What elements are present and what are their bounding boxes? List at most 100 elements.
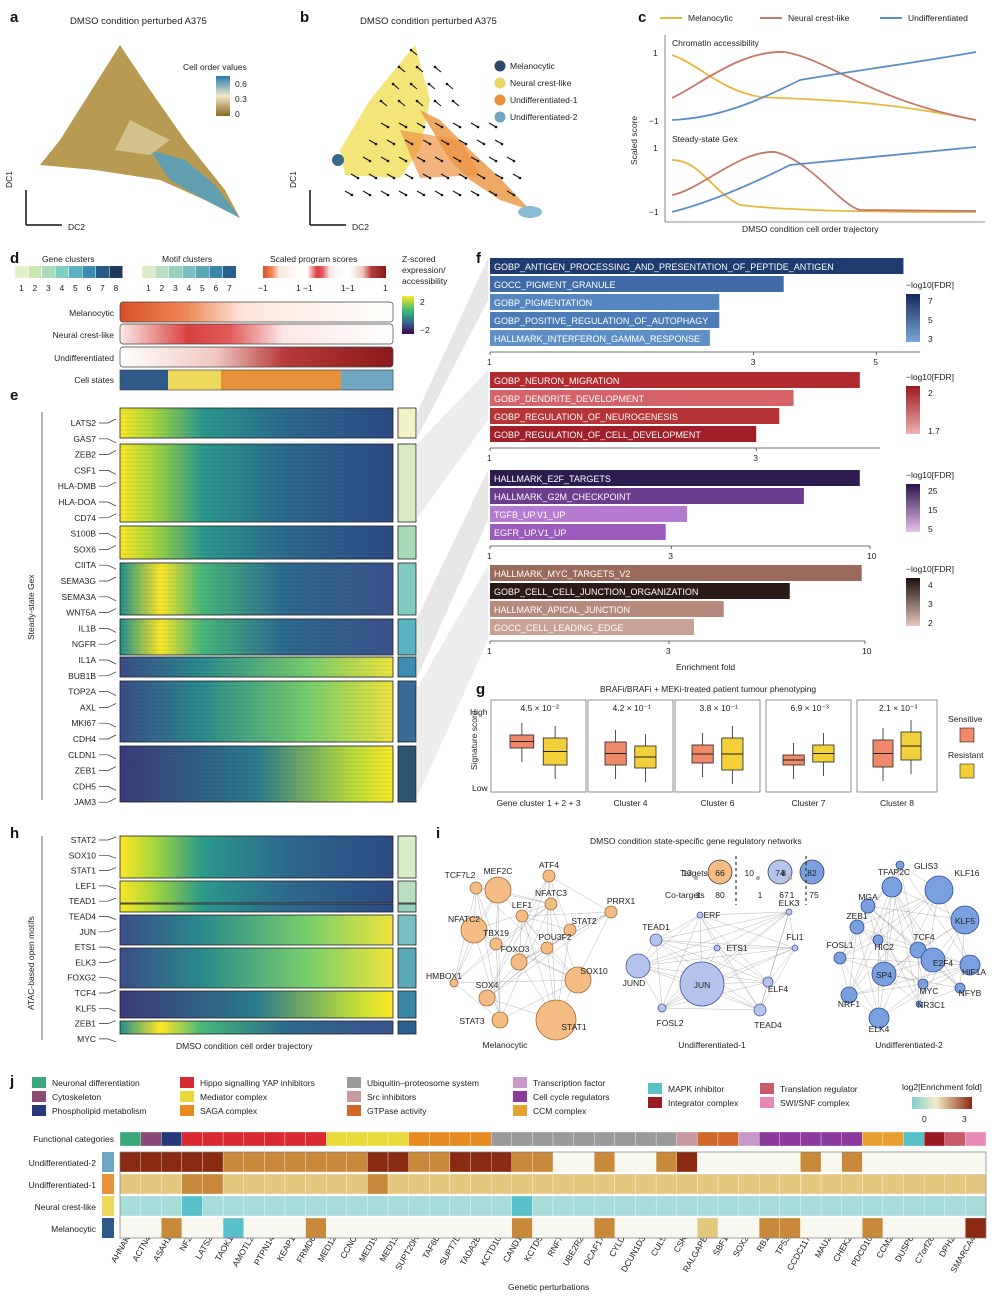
panel-g-legend-swatch bbox=[959, 763, 975, 779]
network-edge bbox=[473, 929, 501, 1021]
network-edge bbox=[856, 926, 880, 1019]
velocity-arrow bbox=[506, 156, 515, 162]
functional-category-cell bbox=[532, 1131, 554, 1147]
network-edge bbox=[475, 887, 579, 981]
velocity-arrow bbox=[494, 173, 503, 179]
network-node-label: MYC bbox=[920, 986, 939, 996]
velocity-arrow bbox=[452, 156, 461, 162]
motif-cluster-num: 7 bbox=[227, 283, 232, 293]
velocity-arrow bbox=[362, 190, 371, 196]
network-edge bbox=[486, 915, 523, 999]
category-legend-label: Cell cycle regulators bbox=[533, 1092, 610, 1102]
heatmap-cell bbox=[284, 1173, 306, 1195]
gene-label-connector bbox=[99, 671, 117, 677]
heatmap-cell bbox=[820, 1195, 842, 1217]
velocity-arrow bbox=[458, 173, 467, 179]
functional-category-cell bbox=[449, 1131, 471, 1147]
gene-label-connector bbox=[99, 608, 117, 613]
category-legend-swatch bbox=[513, 1105, 527, 1116]
functional-category-cell bbox=[346, 1131, 368, 1147]
network-edge bbox=[867, 905, 919, 951]
heatmap-cell bbox=[367, 1195, 389, 1217]
panel-c-xlabel: DMSO condition cell order trajectory bbox=[742, 224, 879, 234]
velocity-arrow-head bbox=[404, 125, 408, 129]
bar-axis-tick-label: 1 bbox=[487, 551, 492, 561]
gene-label-connector bbox=[99, 576, 117, 582]
motif-label: TEAD4 bbox=[69, 912, 97, 922]
network-node-label: TEAD1 bbox=[642, 922, 670, 932]
gene-label: CLDN1 bbox=[68, 750, 96, 760]
heatmap-block-gene-cluster bbox=[119, 680, 394, 743]
velocity-arrow-head bbox=[494, 159, 498, 163]
heatmap-cell bbox=[923, 1195, 945, 1217]
network-edge bbox=[475, 887, 497, 945]
velocity-arrow bbox=[488, 156, 497, 162]
heatmap-block-gene-cluster bbox=[119, 562, 394, 616]
functional-category-cell bbox=[573, 1131, 595, 1147]
bar-gocc_pigment_granule bbox=[490, 276, 784, 292]
network-edge bbox=[486, 911, 612, 999]
velocity-arrow bbox=[494, 139, 503, 145]
bar-gobp_antigen_processing_and_presentation_of_peptide_antigen bbox=[490, 258, 904, 274]
functional-category-cell bbox=[882, 1131, 904, 1147]
heatmap-cluster-label-box bbox=[397, 618, 417, 656]
targets-count: 82 bbox=[807, 868, 817, 878]
bar-label: GOBP_REGULATION_OF_NEUROGENESIS bbox=[494, 412, 678, 422]
network-node bbox=[954, 982, 966, 994]
heatmap-cell bbox=[305, 1217, 327, 1239]
panel-a-cb-tick-1: 0.3 bbox=[235, 94, 247, 104]
panel-a-colorbar bbox=[216, 76, 230, 116]
motif-cluster-num: 5 bbox=[200, 283, 205, 293]
velocity-arrow bbox=[416, 66, 424, 73]
velocity-arrow bbox=[344, 190, 353, 196]
gene-cluster-num: 8 bbox=[114, 283, 119, 293]
network-node bbox=[871, 961, 897, 987]
network-node bbox=[535, 999, 577, 1041]
network-edge bbox=[699, 914, 796, 949]
motif-label-connector bbox=[99, 989, 117, 994]
heatmap-cell bbox=[284, 1218, 306, 1238]
velocity-arrow-head bbox=[410, 142, 414, 146]
heatmap-cell bbox=[903, 1152, 925, 1172]
network-edge bbox=[546, 911, 612, 949]
network-edge bbox=[877, 939, 924, 985]
bar-label: GOBP_REGULATION_OF_CELL_DEVELOPMENT bbox=[494, 430, 701, 440]
gene-cluster-num: 2 bbox=[33, 283, 38, 293]
bar-gobp_neuron_migration bbox=[490, 372, 860, 388]
velocity-arrow bbox=[404, 173, 413, 179]
velocity-arrow bbox=[440, 139, 449, 145]
heatmap-cell bbox=[388, 1218, 409, 1238]
gene-label-connector bbox=[99, 596, 117, 602]
network-edge bbox=[867, 905, 966, 921]
panel-d-row-1: Neural crest-like bbox=[53, 330, 115, 340]
panel-a-colorbar-title: Cell order values bbox=[183, 62, 247, 72]
panel-d-scaled-title: Scaled program scores bbox=[270, 254, 357, 264]
heatmap-cluster-label-box bbox=[397, 914, 417, 946]
gene-label: CD74 bbox=[74, 513, 96, 523]
heatmap-cell bbox=[614, 1218, 636, 1238]
heatmap-cell bbox=[449, 1173, 471, 1195]
velocity-arrow bbox=[380, 190, 389, 196]
heatmap-block-motif-cluster bbox=[119, 914, 394, 946]
fdr-legend-title: −log10[FDR] bbox=[906, 280, 954, 290]
velocity-arrow-head bbox=[427, 82, 431, 86]
panel-b-legend-label: Neural crest-like bbox=[510, 78, 572, 88]
motif-label-connector bbox=[99, 897, 117, 902]
velocity-arrow-head bbox=[386, 159, 390, 163]
network-edge bbox=[891, 886, 919, 951]
heatmap-cell bbox=[573, 1195, 595, 1217]
gene-cluster-swatch bbox=[28, 266, 42, 278]
heatmap-cell bbox=[387, 1151, 409, 1173]
network-edge bbox=[891, 886, 934, 961]
network-node-label: SP4 bbox=[876, 970, 892, 980]
network-node-label: ELK4 bbox=[869, 1024, 890, 1034]
panel-h-ylabel: ATAC-based open motifs bbox=[26, 916, 36, 1010]
network-edge bbox=[839, 957, 971, 966]
velocity-arrow bbox=[398, 156, 407, 162]
category-legend-swatch bbox=[648, 1097, 662, 1108]
gene-label: JAM3 bbox=[74, 797, 96, 807]
network-node bbox=[542, 869, 556, 883]
bar-label: GOBP_NEURON_MIGRATION bbox=[494, 376, 619, 386]
fdr-legend-tick: 3 bbox=[928, 334, 933, 344]
bar-axis-tick-label: 1 bbox=[487, 453, 492, 463]
